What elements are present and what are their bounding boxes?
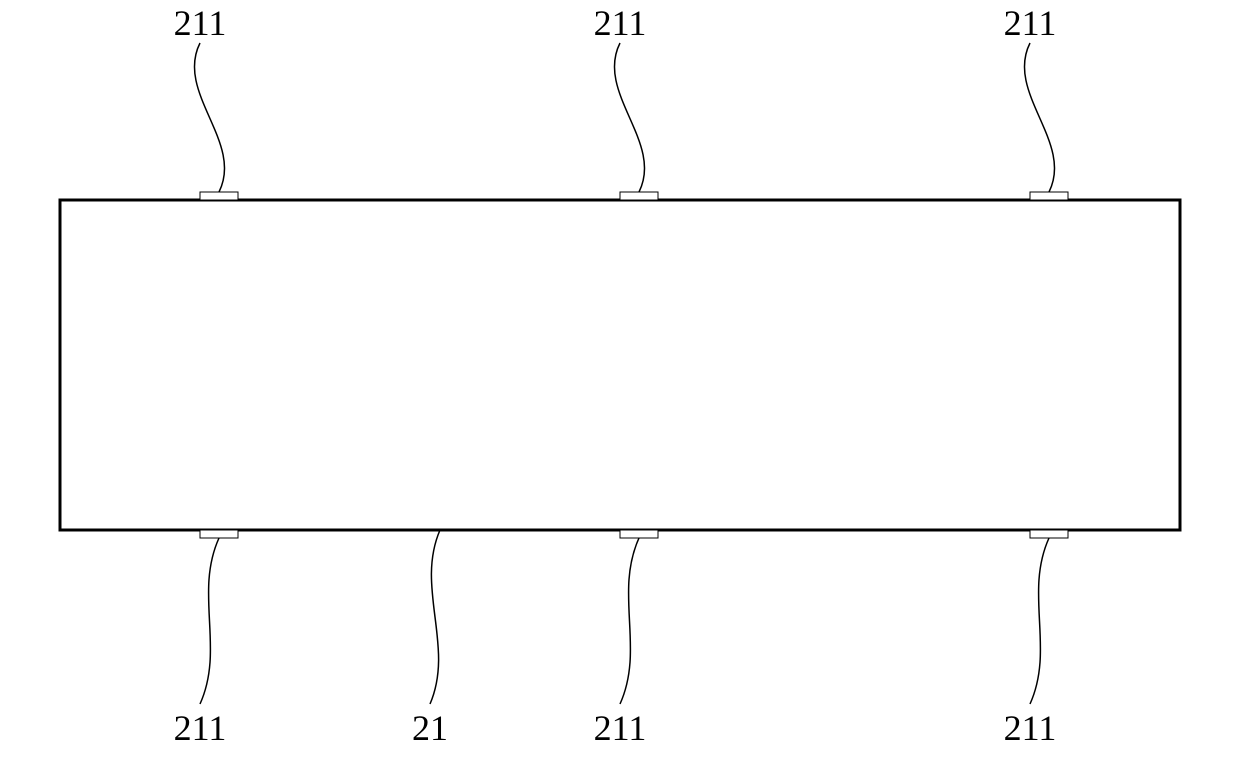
tab xyxy=(620,530,658,538)
ref-label: 211 xyxy=(1004,708,1057,748)
ref-label: 211 xyxy=(1004,3,1057,43)
ref-label: 211 xyxy=(174,708,227,748)
tab xyxy=(620,192,658,200)
tab xyxy=(200,192,238,200)
ref-label: 211 xyxy=(594,708,647,748)
tab xyxy=(1030,530,1068,538)
tab xyxy=(200,530,238,538)
canvas-bg xyxy=(0,0,1240,759)
ref-label: 21 xyxy=(412,708,448,748)
tab xyxy=(1030,192,1068,200)
ref-label: 211 xyxy=(594,3,647,43)
ref-label: 211 xyxy=(174,3,227,43)
